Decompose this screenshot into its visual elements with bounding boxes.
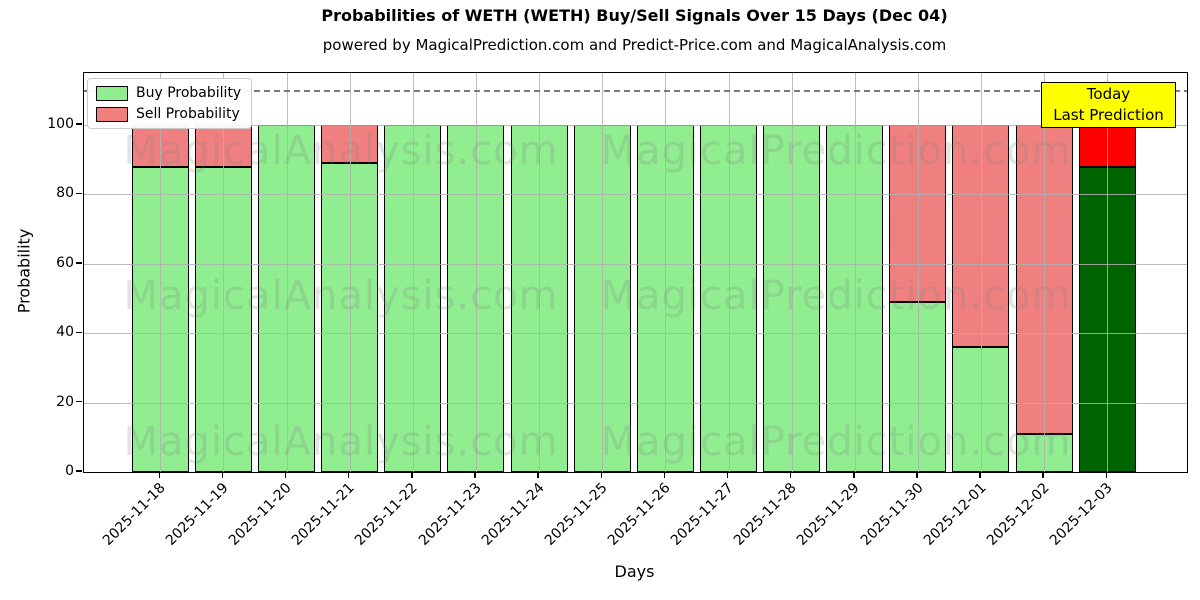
plot-area: MagicalAnalysis.com MagicalPrediction.com… (83, 72, 1188, 473)
x-tick-mark (726, 472, 729, 478)
bar-buy-today (1078, 166, 1136, 472)
x-tick-mark (853, 472, 855, 478)
y-tick-label: 100 (47, 116, 74, 132)
x-tick-label-text: 2025-11-19 (162, 480, 232, 549)
x-tick-mark (537, 472, 539, 478)
bar-buy (826, 125, 884, 472)
x-tick-label-text: 2025-11-26 (604, 480, 674, 549)
x-tick-mark (1105, 472, 1107, 478)
x-tick-mark (347, 472, 350, 478)
bar-sell (1015, 125, 1073, 434)
today-annotation-box: Today Last Prediction (1041, 82, 1176, 128)
bar-sell (889, 125, 947, 302)
x-tick-label-text: 2025-11-28 (731, 480, 800, 549)
x-tick-mark (979, 472, 981, 478)
x-tick-label-text: 2025-11-24 (478, 480, 548, 549)
y-tick-mark (76, 470, 82, 472)
bar-buy (1015, 433, 1073, 472)
chart-subtitle: powered by MagicalPrediction.com and Pre… (322, 36, 947, 54)
bar-buy (573, 125, 631, 472)
y-tick-mark (76, 123, 82, 125)
annotation-line-1: Today (1086, 85, 1131, 103)
x-tick-label-text: 2025-12-02 (983, 480, 1053, 549)
bar-buy (447, 125, 505, 472)
y-tick-mark (76, 400, 82, 403)
bar-buy (131, 166, 189, 472)
y-tick-label: 80 (56, 185, 74, 202)
bar-sell-today (1078, 125, 1136, 167)
y-tick-mark (76, 331, 82, 333)
bar-buy (510, 125, 568, 472)
bar-buy (384, 125, 442, 472)
x-tick-label-text: 2025-12-01 (920, 480, 990, 549)
bar-buy (763, 125, 821, 472)
x-tick-mark (600, 472, 602, 478)
x-tick-mark (1042, 472, 1044, 478)
y-tick-mark (76, 192, 82, 195)
legend: Buy Probability Sell Probability (87, 78, 253, 129)
bar-buy (699, 125, 757, 472)
x-tick-mark (284, 472, 287, 478)
x-tick-label-text: 2025-11-29 (794, 480, 864, 549)
x-tick-mark (916, 472, 918, 478)
y-tick-label: 0 (65, 463, 74, 479)
y-tick-label: 20 (56, 393, 74, 410)
x-tick-mark (789, 472, 792, 478)
x-tick-mark (474, 472, 476, 478)
x-axis-label: Days (614, 562, 655, 581)
bar-sell (194, 125, 252, 167)
x-tick-label-text: 2025-11-21 (289, 480, 359, 549)
bar-buy (636, 125, 694, 472)
sell-probability-swatch (96, 106, 128, 122)
bar-buy (194, 166, 252, 472)
bar-buy (321, 163, 379, 472)
x-tick-mark (221, 472, 224, 478)
chart-title: Probabilities of WETH (WETH) Buy/Sell Si… (321, 6, 948, 25)
annotation-line-2: Last Prediction (1053, 106, 1164, 124)
y-tick-mark (76, 262, 82, 264)
bar-buy (952, 347, 1010, 472)
legend-item-sell: Sell Probability (96, 106, 241, 122)
x-tick-label-text: 2025-11-23 (415, 480, 485, 549)
x-tick-mark (411, 472, 413, 478)
y-tick-label: 60 (56, 254, 74, 271)
x-tick-label-text: 2025-11-18 (99, 480, 169, 549)
bar-sell (321, 125, 379, 164)
x-tick-label-text: 2025-11-20 (226, 480, 295, 549)
legend-item-buy: Buy Probability (96, 85, 241, 101)
buy-probability-swatch (96, 85, 128, 101)
y-tick-label: 40 (56, 324, 74, 341)
x-tick-mark (663, 472, 666, 478)
x-tick-label-text: 2025-11-25 (541, 480, 611, 549)
x-tick-label-text: 2025-11-27 (667, 480, 737, 549)
x-tick-label-text: 2025-11-30 (857, 480, 927, 549)
x-tick-mark (158, 472, 161, 478)
bars-layer (84, 73, 1187, 472)
bar-buy (258, 125, 316, 472)
x-tick-label-text: 2025-12-03 (1046, 480, 1116, 549)
bar-sell (131, 125, 189, 167)
bar-buy (889, 302, 947, 472)
legend-label-buy: Buy Probability (136, 85, 242, 101)
x-tick-label-text: 2025-11-22 (352, 480, 422, 549)
legend-label-sell: Sell Probability (136, 106, 240, 122)
bar-sell (952, 125, 1010, 348)
